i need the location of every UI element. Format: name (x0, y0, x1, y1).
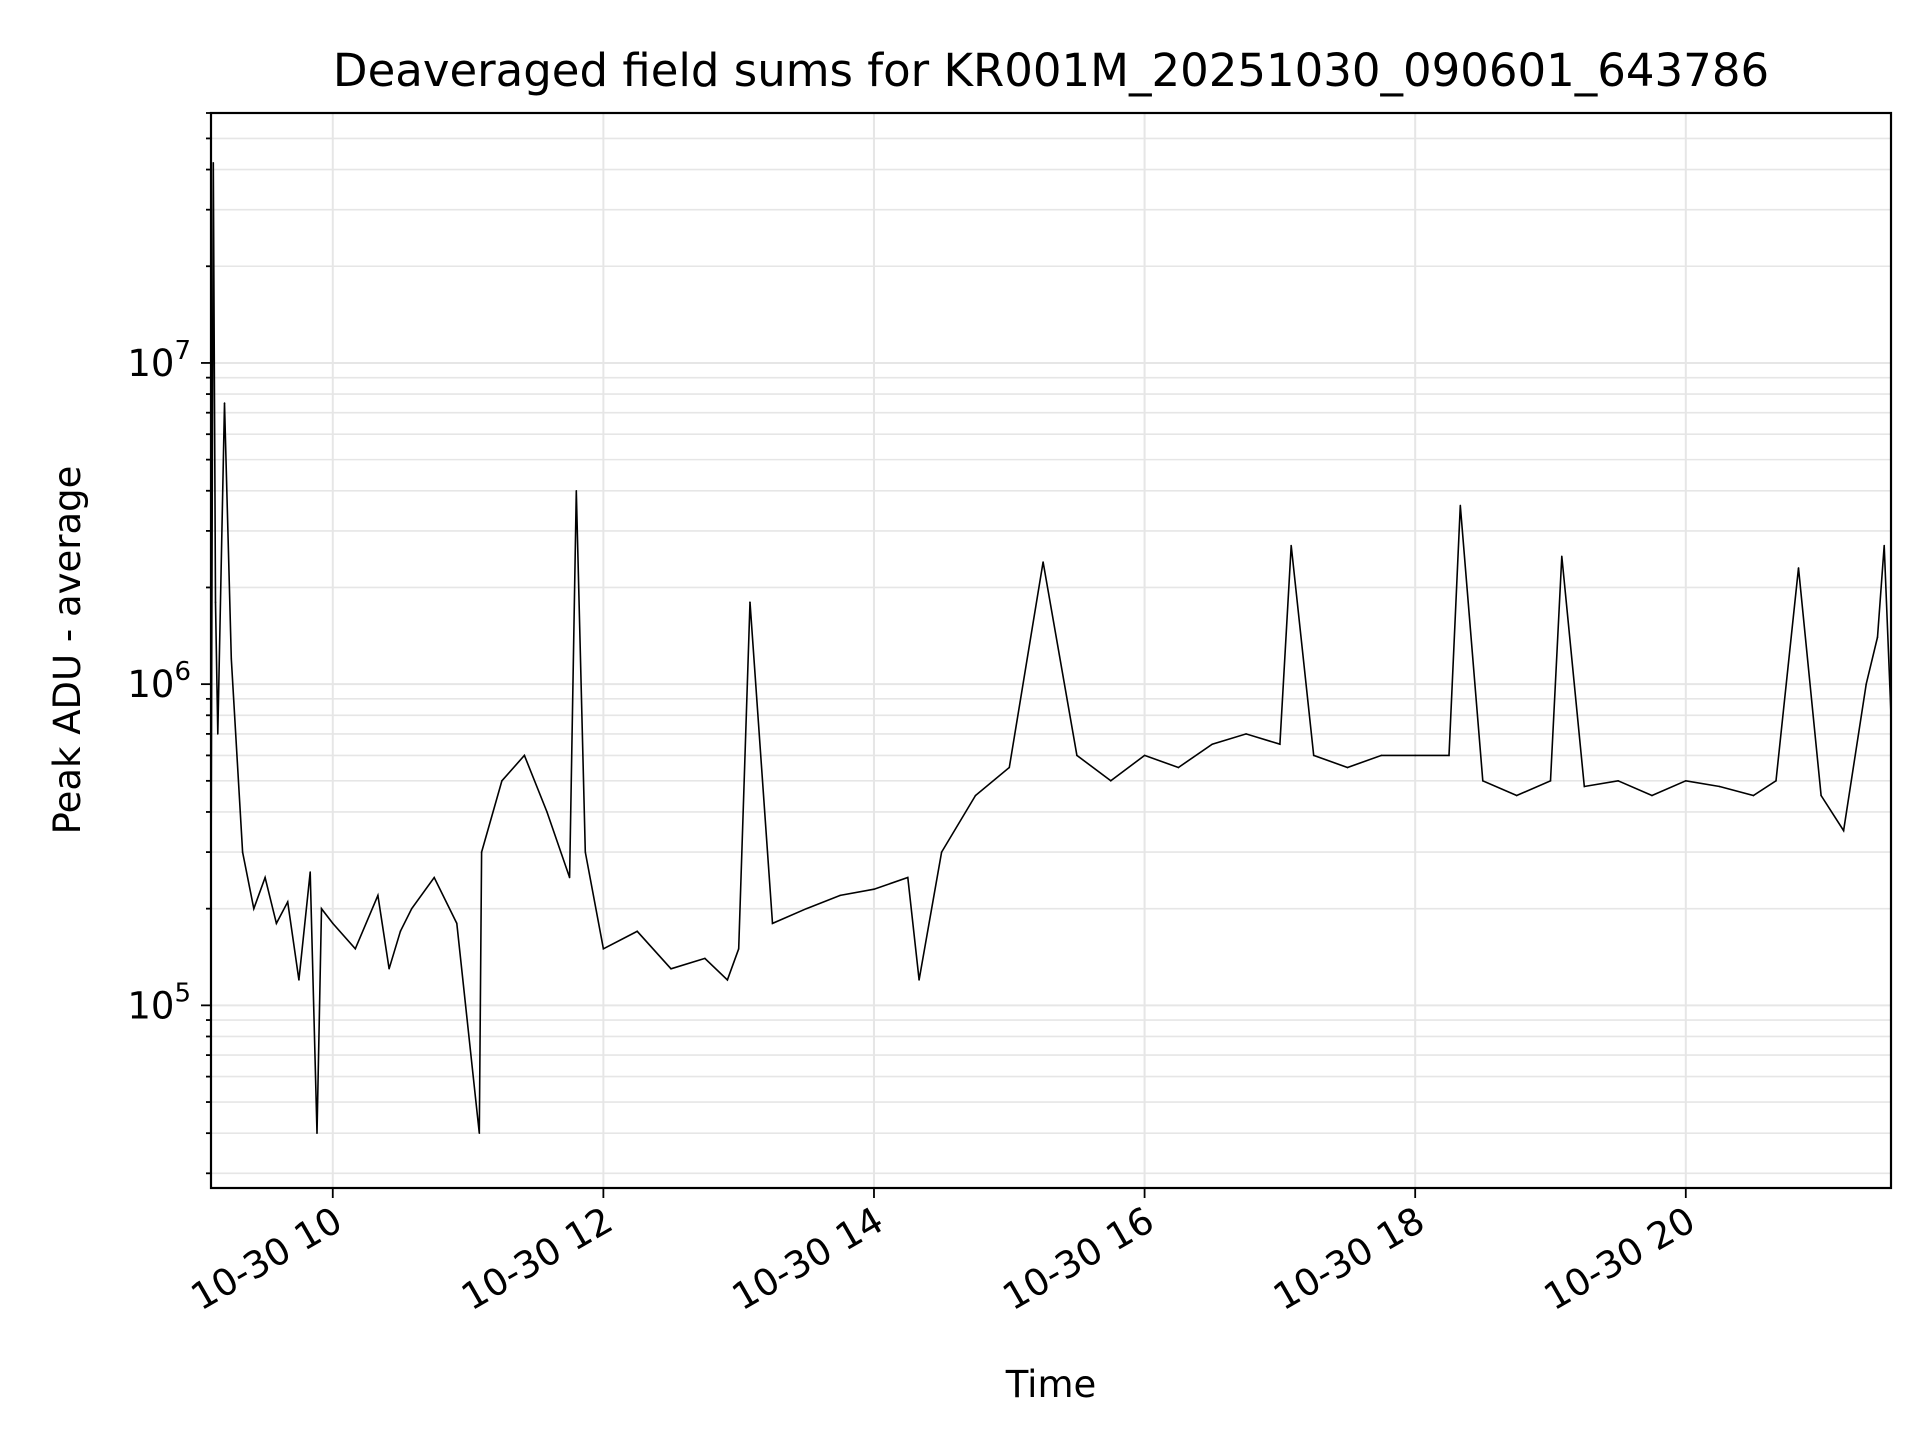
data-point (1617, 780, 1619, 782)
data-point (1482, 780, 1484, 782)
data-point (974, 794, 977, 797)
data-point (1775, 780, 1777, 782)
data-point (286, 901, 289, 903)
data-point (546, 811, 548, 813)
data-point (1042, 561, 1044, 563)
data-point (212, 161, 215, 164)
data-point (670, 967, 672, 970)
data-point (805, 907, 808, 910)
data-point (737, 947, 740, 950)
data-point (298, 979, 300, 981)
data-point (331, 922, 334, 925)
y-axis-label: Peak ADU - average (46, 466, 89, 835)
data-point (584, 851, 587, 853)
data-point (907, 876, 909, 879)
data-point (1883, 544, 1886, 547)
data-point (1448, 754, 1450, 757)
data-point (1211, 743, 1214, 746)
data-point (264, 876, 266, 879)
y-tick-label: 105 (127, 978, 191, 1027)
data-point (354, 947, 357, 950)
data-point (839, 894, 841, 897)
data-point (1279, 743, 1281, 746)
data-point (433, 876, 436, 879)
data-point (1752, 794, 1755, 797)
data-point (1109, 780, 1112, 782)
data-point (1380, 754, 1383, 757)
data-point (1583, 785, 1586, 788)
data-point (1177, 766, 1180, 769)
data-point (1346, 766, 1349, 769)
data-point (1820, 794, 1822, 797)
data-point (320, 907, 323, 910)
data-point (771, 922, 774, 925)
data-point (1842, 829, 1845, 832)
data-point (478, 1132, 481, 1134)
data-point (636, 930, 639, 933)
data-point (410, 907, 413, 910)
data-layer (210, 161, 1892, 1134)
data-point (1515, 794, 1518, 797)
data-point (216, 733, 219, 735)
data-point (1459, 504, 1462, 507)
data-point (214, 601, 217, 603)
y-tick-label: 106 (127, 657, 191, 706)
data-point (1684, 780, 1687, 782)
y-tick-label: 107 (127, 336, 191, 385)
data-point (940, 851, 943, 853)
data-point (918, 979, 920, 981)
data-point (1718, 785, 1721, 788)
data-point (1865, 683, 1867, 685)
data-point (223, 402, 226, 404)
data-point (377, 894, 379, 897)
data-point (1143, 754, 1146, 757)
data-point (1797, 567, 1800, 569)
data-point (501, 780, 503, 782)
data-point (275, 922, 278, 925)
data-point (388, 967, 390, 970)
data-point (873, 888, 875, 890)
data-point (575, 489, 578, 492)
data-point (726, 979, 729, 981)
data-point (602, 947, 605, 950)
x-axis-label: Time (1005, 1363, 1097, 1406)
data-point (230, 657, 233, 660)
data-point (253, 907, 255, 910)
data-point (704, 957, 706, 960)
data-point (309, 871, 312, 873)
data-point (241, 851, 244, 853)
series-line (210, 162, 1892, 1134)
data-point (1290, 544, 1292, 547)
data-point (749, 601, 751, 603)
data-point (523, 754, 526, 757)
data-point (480, 851, 483, 853)
data-point (1414, 754, 1416, 757)
plot-area-frame (209, 111, 1893, 1190)
data-point (455, 922, 458, 925)
data-point (1549, 780, 1552, 782)
data-point (1008, 766, 1011, 769)
grid (211, 112, 1891, 1188)
data-point (1560, 555, 1563, 558)
data-point (1876, 636, 1879, 639)
data-point (1651, 794, 1653, 797)
data-point (316, 1132, 318, 1134)
data-point (1245, 733, 1247, 735)
data-point (1312, 754, 1315, 757)
data-point (1076, 754, 1078, 757)
data-point (568, 876, 571, 879)
data-point (399, 930, 402, 933)
chart-title: Deaveraged field sums for KR001M_2025103… (333, 44, 1769, 97)
